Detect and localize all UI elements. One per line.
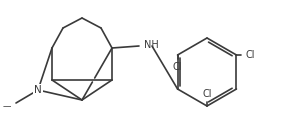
Text: —: —	[3, 103, 11, 112]
Text: Cl: Cl	[246, 50, 255, 60]
Text: N: N	[34, 85, 42, 95]
Text: Cl: Cl	[173, 62, 182, 72]
Text: Cl: Cl	[202, 89, 212, 99]
Text: NH: NH	[144, 40, 159, 50]
